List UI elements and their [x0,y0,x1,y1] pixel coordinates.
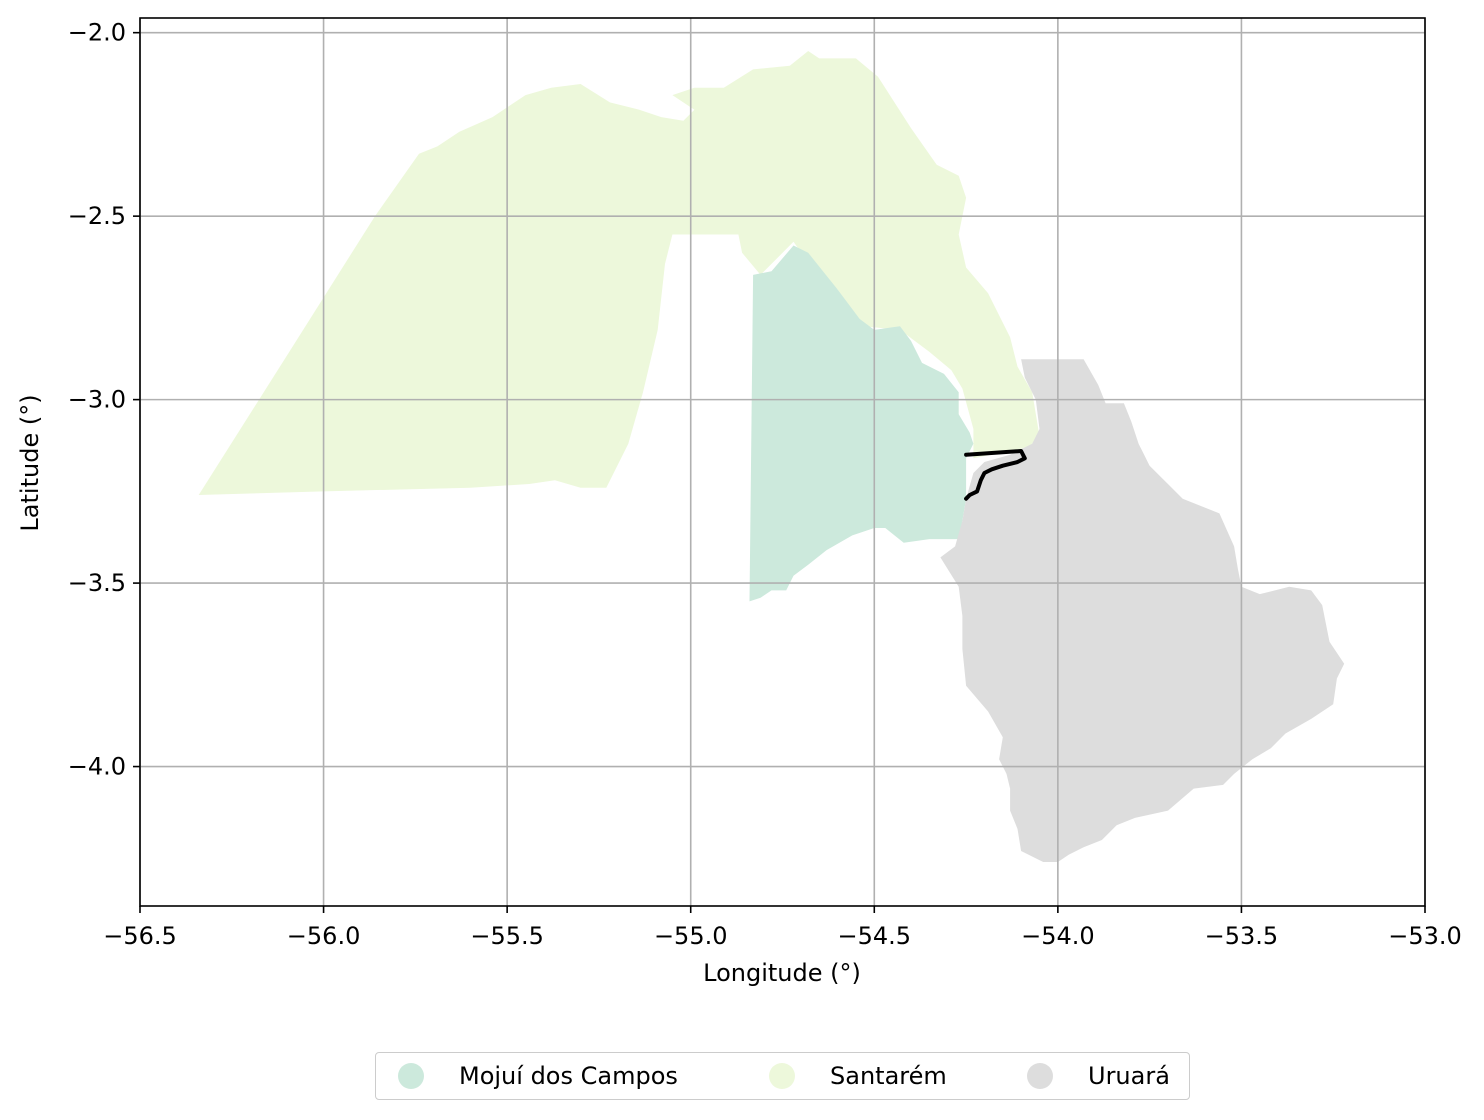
legend-label: Santarém [830,1062,947,1090]
y-tick-label: −3.0 [68,386,126,414]
y-tick-label: −2.5 [68,202,126,230]
legend: Mojuí dos Campos Santarém Uruará [375,1052,1190,1100]
y-tick-label: −2.0 [68,19,126,47]
legend-item-uruara: Uruará [1027,1053,1170,1099]
axis-ticks: −56.5 −56.0 −55.5 −55.0 −54.5 −54.0 −53.5 −53.0… [68,19,1462,950]
legend-swatch-icon [769,1063,795,1089]
x-axis-label: Longitude (°) [703,959,861,987]
x-tick-label: −55.5 [470,922,544,950]
x-tick-label: −54.0 [1021,922,1095,950]
legend-swatch-icon [1027,1063,1053,1089]
legend-item-santarem: Santarém [769,1053,947,1099]
highlight-outline [964,449,1027,501]
legend-swatch-icon [398,1063,424,1089]
x-tick-label: −53.5 [1205,922,1279,950]
x-tick-label: −53.0 [1388,922,1462,950]
region-santarem [198,51,1040,495]
plot-frame [139,17,1426,907]
region-mojui-dos-campos [749,245,974,602]
legend-label: Mojuí dos Campos [459,1062,678,1090]
y-axis-label: Latitude (°) [16,394,44,531]
regions-layer [198,51,1345,862]
legend-item-mojui: Mojuí dos Campos [398,1053,678,1099]
y-tick-label: −3.5 [68,569,126,597]
region-uruara [940,359,1345,862]
legend-label: Uruará [1088,1062,1170,1090]
y-tick-label: −4.0 [68,753,126,781]
x-tick-label: −56.0 [287,922,361,950]
x-tick-label: −54.5 [838,922,912,950]
highlight-layer [964,449,1027,501]
x-tick-label: −56.5 [103,922,177,950]
x-tick-label: −55.0 [654,922,728,950]
